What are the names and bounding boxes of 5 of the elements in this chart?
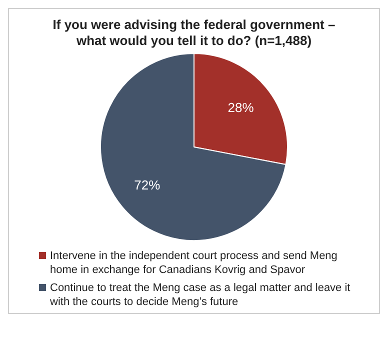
data-label: 28%: [228, 100, 254, 115]
chart-title: If you were advising the federal government – what would you tell it to do? (n=1,488): [52, 16, 336, 49]
legend-label: Intervene in the independent court process and send Meng home in exchange for Canadians Kovrig and Spavor: [50, 249, 338, 277]
data-label: 72%: [134, 177, 161, 192]
legend-label: Continue to treat the Meng case as a legal matter and leave it with the courts to decide Meng’s future: [50, 281, 352, 309]
